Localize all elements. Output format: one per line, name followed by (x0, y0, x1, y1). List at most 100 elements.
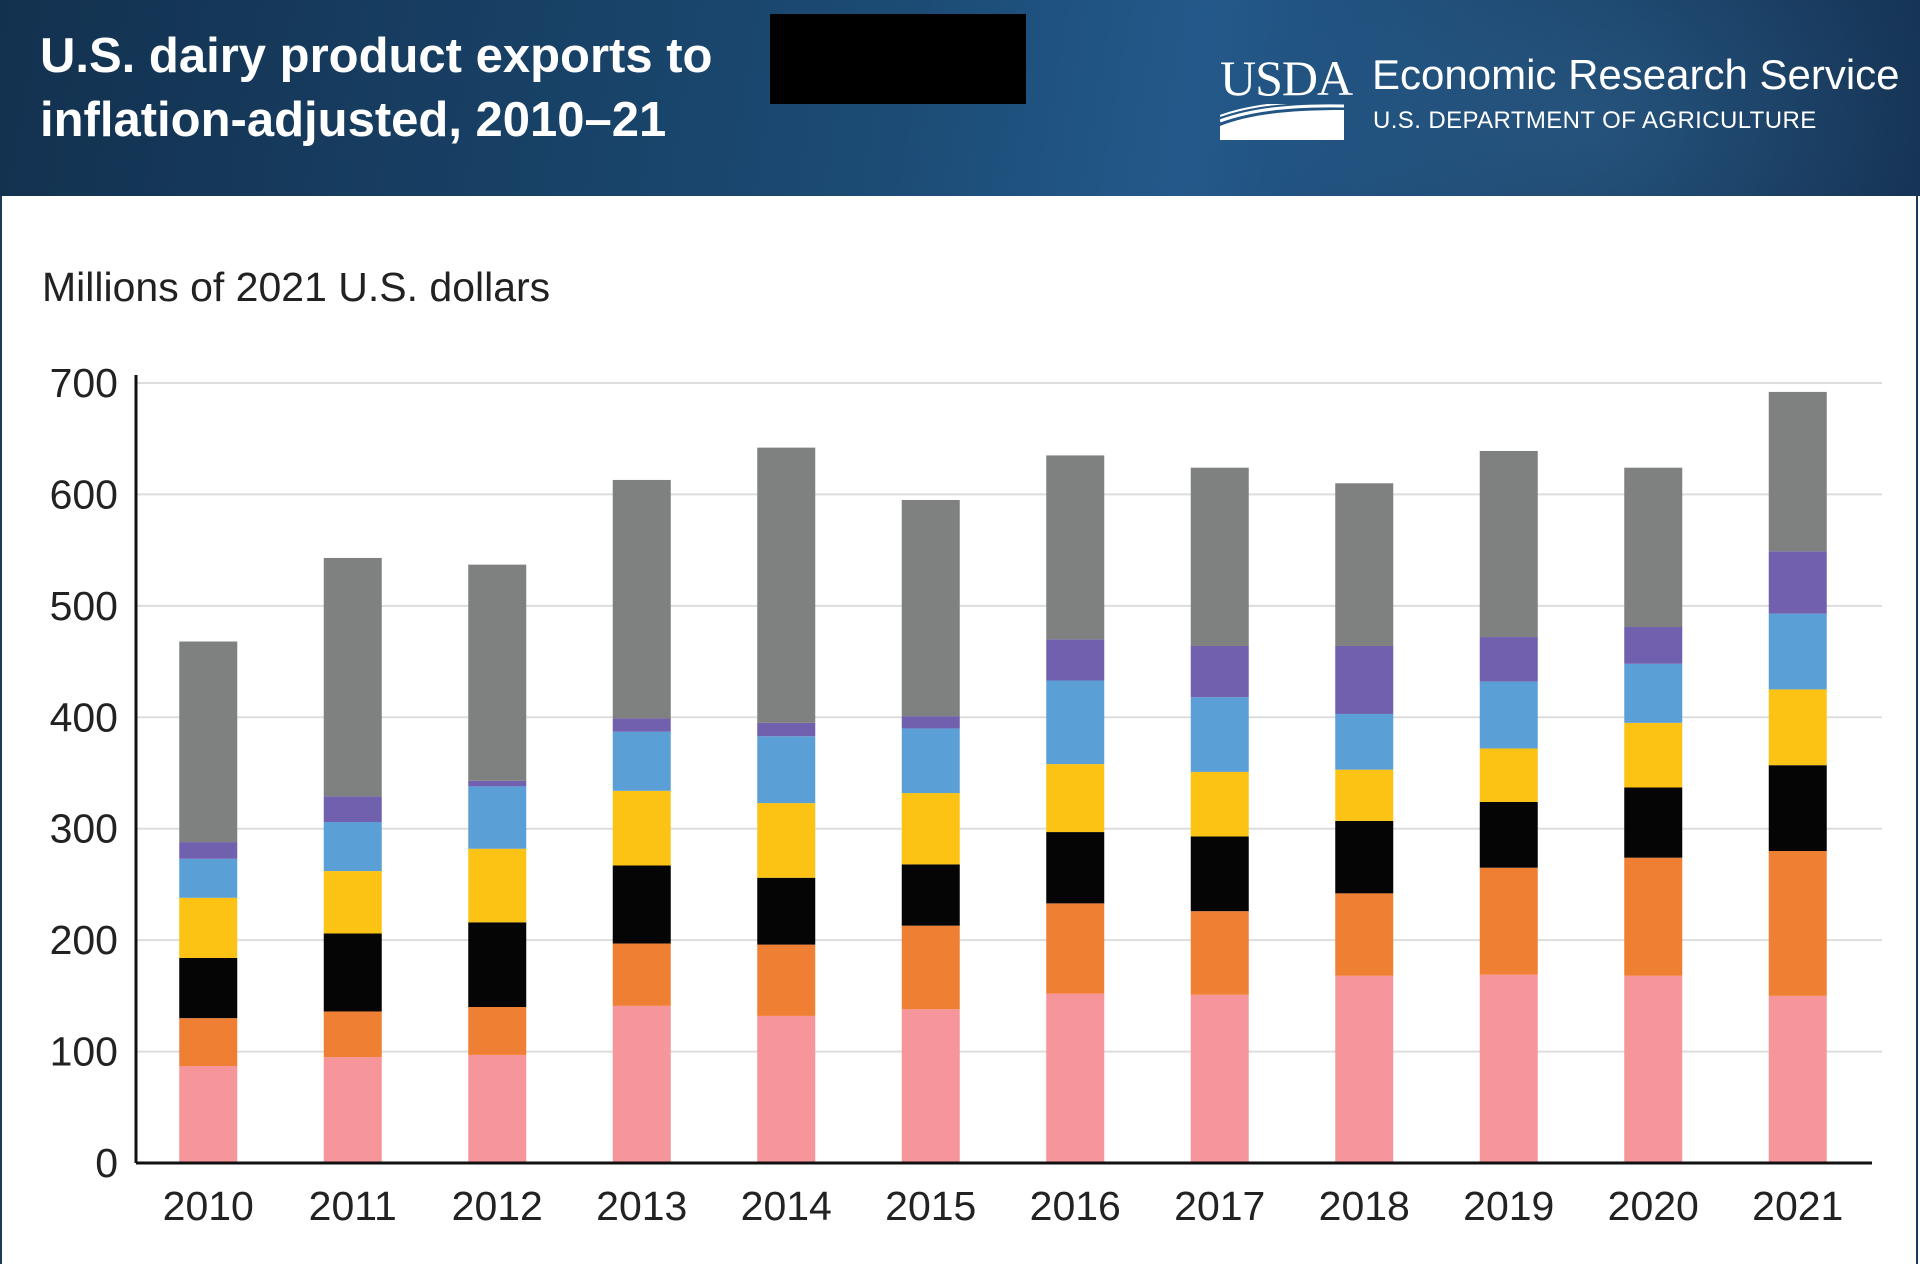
bar-segment-2014-s6 (757, 722, 816, 737)
bar-segment-2017-s7 (1190, 467, 1249, 646)
bar-segment-2021-s2 (1768, 851, 1827, 996)
x-tick-label: 2011 (309, 1183, 397, 1229)
bars (179, 391, 1827, 1163)
bar-segment-2013-s6 (612, 718, 671, 732)
bar-segment-2016-s4 (1046, 764, 1105, 833)
x-tick-label: 2020 (1608, 1183, 1699, 1229)
bar-segment-2012-s5 (468, 786, 527, 849)
x-tick-label: 2015 (885, 1183, 976, 1229)
bar-segment-2011-s3 (323, 933, 382, 1012)
x-tick-label: 2016 (1030, 1183, 1121, 1229)
agency-name: Economic Research Service (1372, 51, 1900, 98)
usda-logo: USDA (1220, 50, 1353, 140)
bar-segment-2018-s3 (1335, 820, 1394, 894)
bar-segment-2016-s1 (1046, 993, 1105, 1163)
y-tick-label: 600 (50, 471, 118, 517)
x-tick-label: 2014 (741, 1183, 832, 1229)
bar-segment-2020-s7 (1624, 467, 1683, 628)
bar-segment-2021-s7 (1768, 391, 1827, 552)
bar-segment-2020-s6 (1624, 627, 1683, 664)
bar-segment-2017-s1 (1190, 994, 1249, 1163)
usda-logo-text: USDA (1220, 50, 1353, 106)
bar-segment-2018-s4 (1335, 769, 1394, 821)
bar-segment-2018-s2 (1335, 893, 1394, 976)
bar-segment-2019-s3 (1479, 801, 1538, 868)
bar-segment-2012-s2 (468, 1007, 527, 1055)
y-tick-label: 400 (50, 694, 118, 740)
x-tick-label: 2021 (1752, 1183, 1843, 1229)
bar-segment-2010-s5 (179, 858, 238, 898)
department-name: U.S. DEPARTMENT OF AGRICULTURE (1373, 107, 1817, 134)
bar-segment-2017-s4 (1190, 771, 1249, 837)
x-tick-label: 2010 (163, 1183, 254, 1229)
bar-segment-2015-s1 (901, 1009, 960, 1163)
chart-frame (0, 196, 1918, 1264)
bar-segment-2019-s7 (1479, 450, 1538, 638)
bar-segment-2010-s2 (179, 1018, 238, 1067)
bar-segment-2011-s2 (323, 1011, 382, 1058)
bar-segment-2017-s6 (1190, 645, 1249, 698)
bar-segment-2015-s3 (901, 864, 960, 926)
bar-segment-2014-s4 (757, 803, 816, 878)
bar-segment-2020-s1 (1624, 975, 1683, 1163)
bar-segment-2016-s3 (1046, 832, 1105, 904)
bar-segment-2020-s3 (1624, 787, 1683, 858)
bar-segment-2013-s1 (612, 1005, 671, 1163)
bar-segment-2012-s4 (468, 848, 527, 923)
redaction-box (770, 14, 1026, 104)
bar-segment-2020-s2 (1624, 857, 1683, 976)
bar-segment-2013-s2 (612, 943, 671, 1006)
bar-segment-2021-s6 (1768, 551, 1827, 614)
bar-segment-2017-s2 (1190, 911, 1249, 995)
bar-segment-2018-s7 (1335, 483, 1394, 646)
bar-segment-2016-s2 (1046, 903, 1105, 994)
bar-segment-2010-s4 (179, 897, 238, 958)
x-tick-label: 2019 (1463, 1183, 1554, 1229)
bar-segment-2011-s5 (323, 822, 382, 872)
bar-segment-2018-s5 (1335, 713, 1394, 770)
bar-segment-2020-s4 (1624, 722, 1683, 788)
bar-segment-2013-s4 (612, 790, 671, 866)
bar-segment-2018-s6 (1335, 645, 1394, 714)
usda-swoosh-icon (1220, 104, 1344, 140)
y-tick-label: 500 (50, 583, 118, 629)
bar-segment-2014-s2 (757, 944, 816, 1016)
bar-segment-2016-s5 (1046, 680, 1105, 765)
bar-segment-2016-s7 (1046, 455, 1105, 640)
bar-segment-2010-s1 (179, 1066, 238, 1163)
y-axis-label: Millions of 2021 U.S. dollars (42, 264, 551, 310)
chart-header: U.S. dairy product exports to inflation-… (0, 0, 1920, 196)
bar-segment-2014-s1 (757, 1015, 816, 1163)
bar-segment-2013-s5 (612, 731, 671, 791)
bar-segment-2011-s1 (323, 1057, 382, 1163)
bar-segment-2011-s4 (323, 871, 382, 934)
bar-segment-2017-s3 (1190, 836, 1249, 912)
y-tick-label: 300 (50, 806, 118, 852)
bar-segment-2015-s6 (901, 716, 960, 729)
bar-segment-2011-s7 (323, 557, 382, 797)
y-tick-label: 700 (50, 360, 118, 406)
chart-title-line-1: U.S. dairy product exports to (40, 29, 713, 83)
bar-segment-2013-s7 (612, 479, 671, 719)
bar-segment-2011-s6 (323, 796, 382, 823)
bar-segment-2012-s7 (468, 564, 527, 781)
bar-segment-2014-s3 (757, 877, 816, 945)
chart-title: U.S. dairy product exports to inflation-… (40, 24, 800, 152)
bar-segment-2019-s1 (1479, 974, 1538, 1163)
bar-segment-2018-s1 (1335, 975, 1394, 1163)
chart-title-line-2: inflation-adjusted, 2010–21 (40, 93, 667, 147)
y-tick-label: 100 (50, 1029, 118, 1075)
bar-segment-2012-s3 (468, 922, 527, 1007)
y-tick-label: 200 (50, 917, 118, 963)
bar-segment-2014-s5 (757, 736, 816, 804)
bar-segment-2019-s5 (1479, 681, 1538, 749)
x-tick-label: 2012 (452, 1183, 543, 1229)
tick-labels: 0 100 200 300 400 500 600 700 2010 2011 2012 2013 20… (50, 360, 1844, 1229)
bar-segment-2015-s5 (901, 728, 960, 794)
x-tick-label: 2013 (596, 1183, 687, 1229)
bar-segment-2019-s6 (1479, 637, 1538, 682)
x-tick-label: 2018 (1319, 1183, 1410, 1229)
bar-segment-2021-s4 (1768, 689, 1827, 766)
bar-segment-2015-s2 (901, 925, 960, 1010)
